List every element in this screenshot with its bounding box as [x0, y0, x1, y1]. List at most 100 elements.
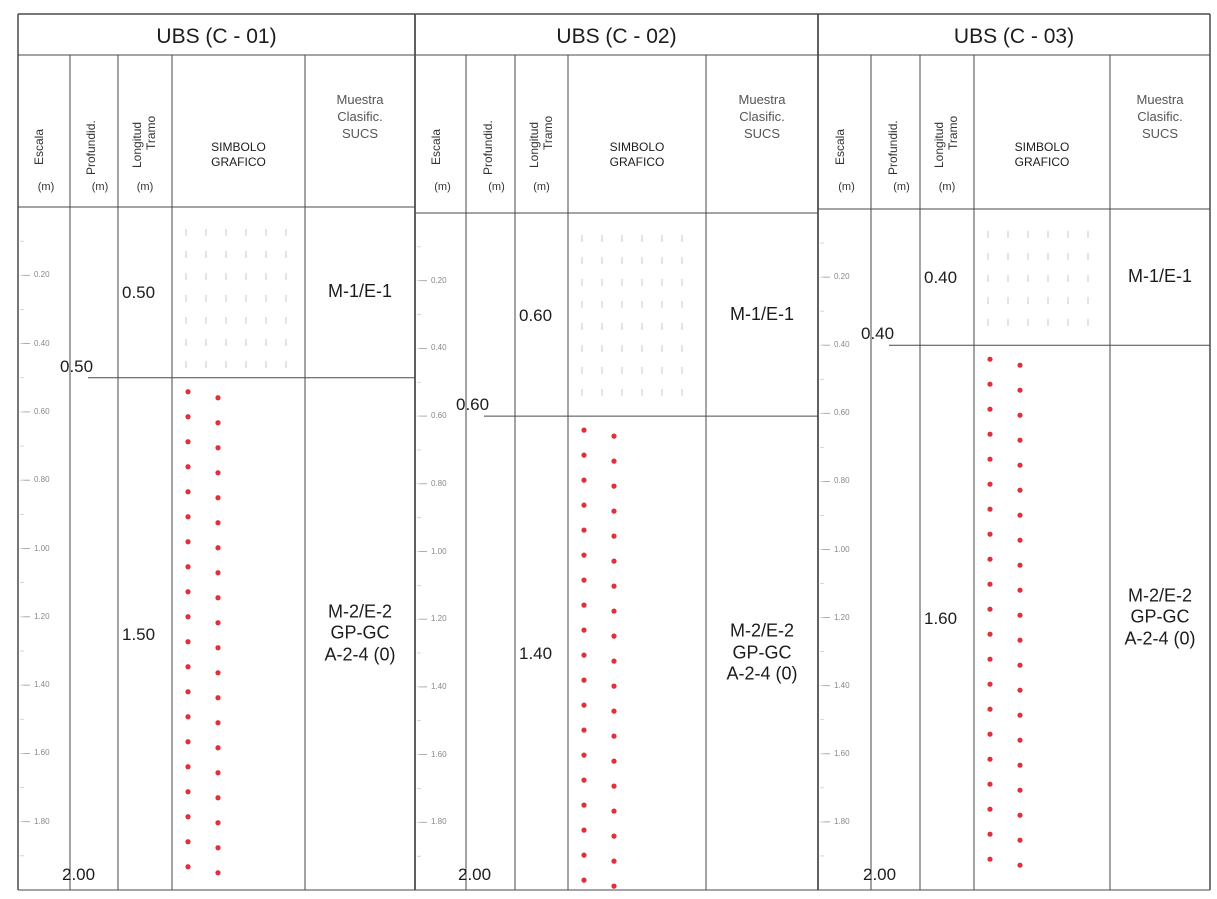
scale-tick-label: 1.20	[834, 612, 850, 622]
gravel-dot	[611, 558, 617, 564]
depth-layer-1: 0.50	[60, 356, 94, 376]
scale-tick-label: 0.80	[34, 475, 50, 485]
gravel-dot	[185, 414, 191, 420]
gravel-dot	[581, 502, 587, 508]
scale-tick-label: 1.20	[431, 614, 447, 624]
gravel-dot	[611, 783, 617, 789]
gravel-dot	[581, 802, 587, 808]
header-muestra-sucs-line: Clasific.	[739, 108, 785, 124]
tramo-length-2: 1.40	[519, 644, 553, 664]
gravel-dot	[987, 431, 993, 437]
sample-layer-2-line: GP-GC	[732, 642, 792, 663]
gravel-dot	[581, 452, 587, 458]
gravel-dot	[987, 631, 993, 637]
scale-tick-label: 0.20	[834, 272, 850, 282]
tramo-length-2: 1.50	[122, 624, 156, 644]
depth-bottom: 2.00	[62, 865, 96, 884]
gravel-dot	[1017, 687, 1023, 693]
gravel-dot	[1017, 487, 1023, 493]
gravel-dot	[1017, 787, 1023, 793]
gravel-dot	[215, 670, 221, 676]
gravel-dot	[611, 658, 617, 664]
gravel-dot	[215, 495, 221, 501]
sample-layer-1-line: M-1/E-1	[729, 303, 795, 324]
scale-tick-label: 0.60	[34, 406, 50, 416]
gravel-dot	[185, 439, 191, 445]
header-simbolo-grafico-line: GRAFICO	[211, 155, 266, 169]
gravel-dot	[1017, 362, 1023, 368]
gravel-dot	[987, 781, 993, 787]
gravel-dot	[185, 639, 191, 645]
gravel-dot	[581, 627, 587, 633]
gravel-dot	[987, 506, 993, 512]
scale-tick-label: 1.60	[834, 748, 850, 758]
gravel-dot	[987, 406, 993, 412]
gravel-dot	[185, 564, 191, 570]
gravel-dot	[185, 389, 191, 395]
gravel-dot	[611, 683, 617, 689]
tramo-length-2: 1.60	[924, 608, 958, 628]
gravel-dot	[215, 445, 221, 451]
scale-tick-label: 1.40	[34, 680, 50, 690]
tramo-length-1: 0.60	[519, 305, 553, 325]
gravel-dot	[215, 795, 221, 801]
gravel-dot	[611, 508, 617, 514]
gravel-dot	[581, 852, 587, 858]
header-simbolo-grafico: SIMBOLO GRAFICO	[610, 140, 665, 170]
gravel-dot	[581, 527, 587, 533]
gravel-dot	[1017, 412, 1023, 418]
gravel-dot	[987, 381, 993, 387]
gravel-dot	[611, 633, 617, 639]
header-muestra-sucs-line: Muestra	[336, 92, 384, 107]
gravel-dot	[185, 739, 191, 745]
unit-escala: (m)	[37, 181, 55, 193]
depth-layer-1: 0.40	[861, 324, 895, 344]
gravel-dot	[1017, 512, 1023, 518]
scale-tick-label: 1.60	[34, 748, 50, 758]
gravel-dot	[611, 833, 617, 839]
header-longitud-tramo: Tramo	[540, 115, 555, 150]
gravel-dot	[185, 614, 191, 620]
gravel-dot	[1017, 812, 1023, 818]
sample-layer-2-line: M-2/E-2	[327, 601, 393, 622]
header-profundidad: Profundid.	[480, 120, 495, 175]
gravel-dot	[611, 883, 617, 889]
gravel-dot	[581, 702, 587, 708]
gravel-dot	[611, 758, 617, 764]
header-muestra-sucs-line: SUCS	[743, 125, 781, 141]
header-muestra-sucs-line: Clasific.	[337, 108, 383, 124]
tramo-length-1: 0.40	[924, 268, 958, 288]
unit-escala: (m)	[434, 181, 451, 193]
gravel-dot	[987, 556, 993, 562]
gravel-dot	[987, 856, 993, 862]
sample-layer-2-line: M-2/E-2	[1127, 585, 1193, 606]
header-escala: Escala	[428, 128, 443, 165]
log-title: UBS (C - 01)	[156, 25, 277, 48]
gravel-dot	[215, 870, 221, 876]
header-muestra-sucs: Muestra Clasific. SUCS	[739, 92, 786, 143]
gravel-dot	[611, 733, 617, 739]
header-longitud-tramo: Longitud	[130, 121, 144, 168]
header-simbolo-grafico-line: SIMBOLO	[609, 140, 665, 154]
sample-layer-2-line: GP-GC	[1130, 606, 1190, 627]
gravel-dot	[215, 545, 221, 551]
gravel-dot	[185, 689, 191, 695]
gravel-dot	[611, 583, 617, 589]
gravel-dot	[1017, 387, 1023, 393]
scale-tick-label: 1.60	[431, 749, 447, 759]
gravel-dot	[185, 864, 191, 870]
gravel-dot	[987, 581, 993, 587]
gravel-dot	[611, 608, 617, 614]
gravel-dot	[987, 606, 993, 612]
gravel-dot	[185, 589, 191, 595]
gravel-dot	[987, 481, 993, 487]
header-muestra-sucs-line: SUCS	[1141, 125, 1179, 141]
gravel-dot	[1017, 762, 1023, 768]
gravel-dot	[987, 831, 993, 837]
gravel-dot	[215, 720, 221, 726]
gravel-dot	[987, 756, 993, 762]
gravel-dot	[987, 656, 993, 662]
gravel-dot	[215, 395, 221, 401]
scale-tick-label: 1.00	[834, 544, 850, 554]
